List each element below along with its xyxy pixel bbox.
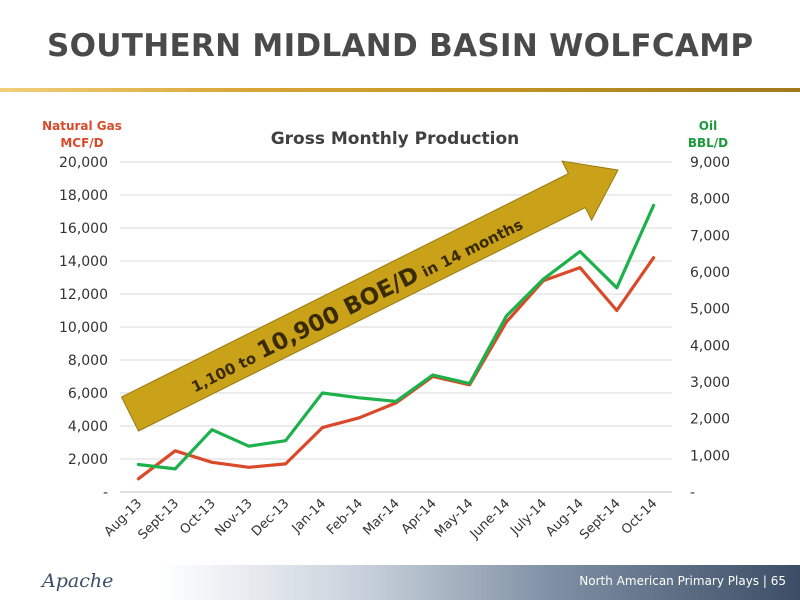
right-tick-label: 6,000 bbox=[690, 265, 730, 281]
company-logo: Apache bbox=[42, 570, 114, 592]
x-tick-label: Feb-14 bbox=[324, 496, 366, 538]
right-tick-label: - bbox=[690, 485, 695, 501]
oil-axis-title: Oil BBL/D bbox=[670, 118, 746, 152]
production-chart: 1,100 to 10,900 BOE/D in 14 months -2,00… bbox=[59, 155, 730, 543]
axis-ticks: -2,0004,0006,0008,00010,00012,00014,0001… bbox=[59, 155, 730, 543]
x-tick-label: Oct-13 bbox=[177, 496, 219, 538]
x-tick-label: July-14 bbox=[507, 496, 550, 539]
left-tick-label: - bbox=[103, 485, 108, 501]
chart-title: Gross Monthly Production bbox=[270, 129, 520, 149]
footer-page-label: North American Primary Plays | 65 bbox=[579, 574, 786, 588]
oil-line bbox=[136, 203, 656, 471]
left-tick-label: 20,000 bbox=[59, 155, 108, 171]
right-tick-label: 5,000 bbox=[690, 302, 730, 318]
right-tick-label: 2,000 bbox=[690, 412, 730, 428]
left-tick-label: 8,000 bbox=[68, 353, 108, 369]
right-tick-label: 9,000 bbox=[690, 155, 730, 171]
x-tick-label: Mar-14 bbox=[360, 496, 402, 538]
left-tick-label: 16,000 bbox=[59, 221, 108, 237]
left-tick-label: 12,000 bbox=[59, 287, 108, 303]
growth-arrow-shape bbox=[120, 160, 619, 432]
series-lines bbox=[136, 203, 656, 481]
x-tick-label: Dec-13 bbox=[249, 496, 292, 539]
title-rule bbox=[0, 88, 800, 92]
gas-axis-title: Natural Gas MCF/D bbox=[30, 118, 134, 152]
x-tick-label: Sept-13 bbox=[135, 496, 182, 543]
left-tick-label: 14,000 bbox=[59, 254, 108, 270]
footer-bar bbox=[0, 565, 800, 600]
left-tick-label: 2,000 bbox=[68, 452, 108, 468]
gas-axis-title-line-1: Natural Gas bbox=[42, 119, 122, 133]
left-tick-label: 6,000 bbox=[68, 386, 108, 402]
growth-arrow-label-value: 10,900 BOE/D bbox=[253, 262, 423, 364]
right-tick-label: 4,000 bbox=[690, 338, 730, 354]
right-tick-label: 1,000 bbox=[690, 448, 730, 464]
right-tick-label: 8,000 bbox=[690, 192, 730, 208]
right-tick-label: 7,000 bbox=[690, 228, 730, 244]
growth-arrow: 1,100 to 10,900 BOE/D in 14 months bbox=[120, 160, 619, 432]
slide-title: SOUTHERN MIDLAND BASIN WOLFCAMP bbox=[47, 28, 754, 64]
oil-axis-title-line-1: Oil bbox=[698, 119, 718, 133]
left-tick-label: 18,000 bbox=[59, 188, 108, 204]
x-tick-label: Sept-14 bbox=[577, 496, 624, 543]
x-tick-label: Jan-14 bbox=[289, 496, 330, 537]
left-tick-label: 10,000 bbox=[59, 320, 108, 336]
x-tick-label: June-14 bbox=[467, 496, 513, 542]
gas-axis-title-line-2: MCF/D bbox=[60, 136, 104, 150]
left-tick-label: 4,000 bbox=[68, 419, 108, 435]
oil-axis-title-line-2: BBL/D bbox=[687, 136, 729, 150]
x-tick-label: Nov-13 bbox=[212, 496, 255, 539]
x-tick-label: Oct-14 bbox=[619, 496, 661, 538]
right-tick-label: 3,000 bbox=[690, 375, 730, 391]
